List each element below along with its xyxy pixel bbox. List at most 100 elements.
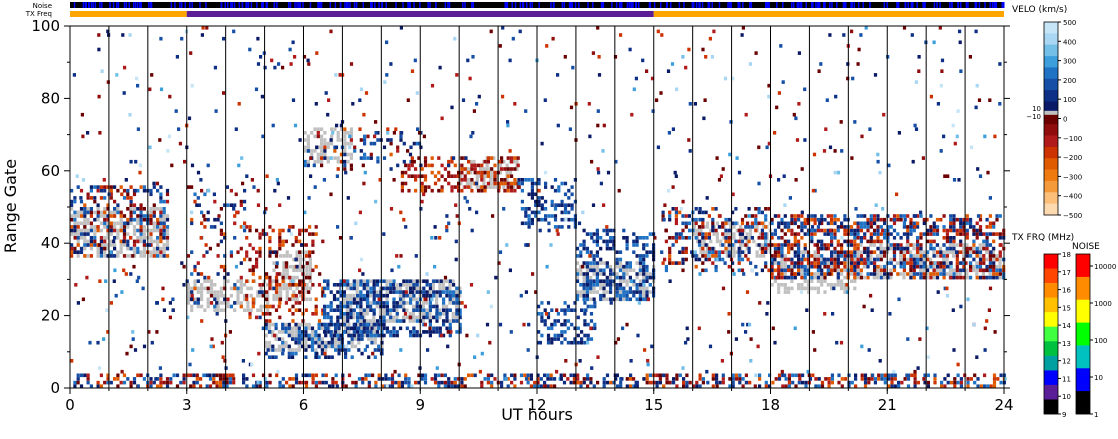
echo-cell [294,322,298,327]
echo-cell [734,207,738,211]
echo-cell [139,207,143,211]
echo-cell [490,167,494,171]
echo-cell [989,384,993,388]
echo-cell [323,330,327,334]
noise-bar-tick [238,2,241,8]
ground-scatter-cell [411,319,416,323]
noise-bar-tick [883,2,886,8]
echo-cell [942,261,946,265]
echo-cell [576,373,580,378]
echo-cell [543,322,547,327]
echo-cell [288,384,292,388]
echo-cell [943,384,947,388]
ground-scatter-cell [336,156,340,160]
ground-scatter-cell [324,340,328,345]
echo-cell [992,373,997,378]
echo-cell [576,377,580,381]
echo-cell [586,377,590,381]
echo-cell [866,239,870,244]
echo-cell [959,217,963,222]
echo-cell [737,268,741,273]
ground-scatter-cell [495,174,499,178]
echo-cell [274,283,279,287]
echo-cell [423,159,428,164]
ground-scatter-cell [380,344,384,349]
noise-bar-tick [329,2,331,8]
echo-cell [339,304,343,309]
echo-cell [946,373,950,378]
echo-cell [711,373,715,378]
ground-scatter-cell [582,279,586,283]
echo-cell [793,217,797,222]
ground-scatter-cell [165,214,170,218]
ground-scatter-cell [305,297,309,302]
echo-cell [458,312,462,316]
echo-cell [797,214,801,218]
echo-cell [675,384,679,388]
noise-bar-tick [349,2,351,8]
ground-scatter-cell [370,322,374,327]
echo-cell [605,275,609,280]
ground-scatter-cell [236,293,240,298]
echo-cell [473,170,477,175]
noise-bar-tick [402,2,404,8]
echo-cell [389,167,393,171]
echo-cell [215,384,219,388]
echo-cell [866,246,870,251]
noise-bar-tick [553,2,555,8]
ground-scatter-cell [465,181,469,186]
echo-cell [622,290,626,294]
echo-cell [360,351,364,356]
echo-cell [618,283,623,287]
ground-scatter-cell [308,264,312,269]
echo-cell [332,283,337,287]
echo-cell [412,141,416,146]
echo-cell [593,326,597,331]
echo-cell [959,377,963,381]
ground-scatter-cell [742,243,746,247]
echo-cell [377,322,381,327]
echo-cell [399,326,403,331]
ground-scatter-cell [985,257,989,262]
echo-cell [377,344,381,349]
echo-cell [543,308,547,312]
noise-bar-tick [989,2,991,8]
echo-cell [790,261,794,265]
echo-cell [103,217,107,222]
ground-scatter-cell [149,254,153,258]
ground-scatter-cell [998,257,1002,262]
ground-scatter-cell [925,254,929,258]
echo-cell [721,232,725,236]
echo-cell [681,228,685,233]
noise-bar-tick [362,2,364,8]
echo-cell [536,373,540,378]
echo-cell [869,221,873,226]
ground-scatter-cell [602,290,606,294]
echo-cell [448,322,452,327]
echo-cell [704,243,708,247]
echo-cell [800,214,804,218]
ground-scatter-cell [267,326,272,331]
echo-cell [339,333,343,338]
echo-cell [544,185,548,189]
echo-cell [159,232,163,236]
ground-scatter-cell [216,293,220,298]
noise-bar-tick [134,2,137,8]
echo-cell [605,246,609,251]
ground-scatter-cell [448,301,452,305]
echo-cell [367,380,371,385]
echo-cell [327,330,331,334]
echo-cell [747,239,751,244]
ground-scatter-cell [922,257,926,262]
echo-cell [83,207,87,211]
echo-cell [298,380,302,385]
echo-cell [883,228,887,233]
echo-cell [323,322,327,327]
echo-cell [628,264,632,269]
ground-scatter-cell [229,293,233,298]
noise-bar-tick [538,2,540,8]
ground-scatter-cell [388,312,392,316]
echo-cell [493,377,497,381]
echo-cell [96,188,100,193]
echo-cell [339,290,343,294]
